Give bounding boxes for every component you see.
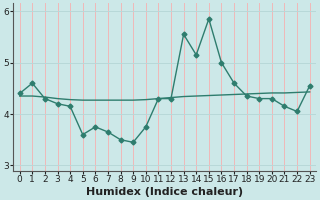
X-axis label: Humidex (Indice chaleur): Humidex (Indice chaleur)	[86, 187, 243, 197]
